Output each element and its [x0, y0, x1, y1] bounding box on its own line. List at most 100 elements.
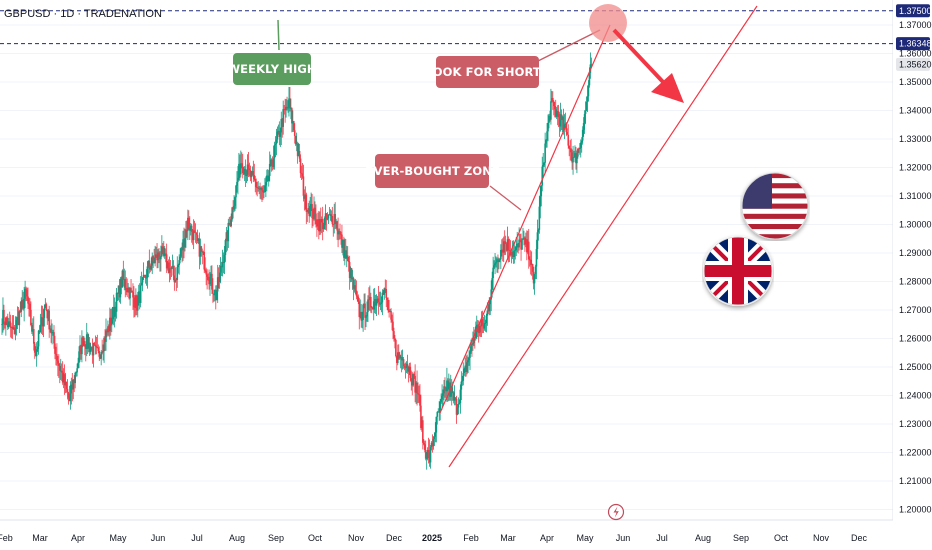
candle — [92, 342, 95, 368]
candle — [558, 111, 561, 137]
price-tick-label: 1.23000 — [899, 419, 932, 429]
candle — [408, 362, 411, 376]
price-axis[interactable]: 1.37000 1.36000 1.35000 1.34000 1.33000 1.320… — [893, 0, 932, 550]
price-tick-label: 1.27000 — [899, 305, 932, 315]
candle — [54, 335, 56, 360]
month-label: Mar — [500, 533, 516, 543]
candle — [73, 375, 76, 393]
candle — [284, 98, 286, 123]
candle — [178, 254, 180, 275]
candle — [258, 185, 260, 195]
candle — [466, 354, 468, 375]
candle — [552, 91, 554, 110]
candle — [129, 287, 131, 306]
candle — [467, 356, 469, 374]
candle — [398, 351, 401, 360]
price-tick-label: 1.22000 — [899, 448, 932, 458]
candle — [344, 238, 347, 259]
month-label: Nov — [348, 533, 365, 543]
candle — [386, 297, 388, 310]
candle — [458, 399, 461, 405]
candle — [201, 248, 204, 265]
candle — [246, 154, 249, 182]
candle — [160, 245, 162, 272]
candle — [436, 411, 439, 425]
candle — [148, 249, 151, 274]
price-tick-label: 1.32000 — [899, 163, 932, 173]
candle — [520, 233, 522, 261]
candle — [218, 265, 221, 289]
candle — [475, 315, 478, 340]
candle — [517, 242, 519, 254]
candle — [292, 110, 294, 132]
candle — [519, 233, 521, 243]
candle — [341, 224, 343, 254]
candle — [223, 245, 226, 274]
candle — [270, 158, 273, 172]
candle — [103, 336, 105, 363]
candle — [5, 317, 7, 336]
candle — [14, 316, 17, 341]
price-tag-level-2: 1.36348 — [899, 39, 932, 49]
candle — [259, 182, 261, 199]
candle — [214, 289, 216, 302]
candle — [204, 257, 206, 273]
lightning-icon[interactable] — [607, 503, 625, 521]
candle — [55, 346, 57, 366]
time-axis[interactable]: Feb Mar Apr May Jun Jul Aug Sep Oct Nov Dec 2025 Feb… — [0, 533, 867, 543]
candle — [261, 186, 263, 202]
candle — [485, 313, 488, 333]
candle — [464, 357, 467, 377]
candle — [272, 145, 275, 170]
candle — [367, 295, 369, 322]
price-tick-label: 1.25000 — [899, 362, 932, 372]
candle — [136, 294, 138, 316]
upper-channel-line[interactable] — [439, 24, 611, 414]
candle — [76, 363, 78, 377]
candle — [77, 357, 79, 369]
candle — [265, 176, 267, 198]
candle — [64, 372, 67, 394]
candle — [199, 238, 202, 265]
candle — [169, 260, 172, 280]
candle — [256, 181, 258, 197]
price-tick-label: 1.26000 — [899, 334, 932, 344]
candle — [40, 305, 43, 334]
candle — [94, 335, 97, 355]
candle — [267, 170, 270, 187]
candle — [400, 350, 403, 373]
candle — [215, 285, 218, 301]
candle — [163, 245, 166, 259]
candle — [361, 311, 363, 329]
candle — [283, 105, 285, 115]
candle — [264, 178, 266, 193]
candle — [16, 306, 19, 330]
candle — [262, 185, 264, 200]
candle — [528, 256, 531, 267]
lower-channel-line[interactable] — [448, 5, 758, 468]
candle — [229, 216, 232, 227]
candle — [299, 154, 302, 178]
candle — [574, 145, 576, 163]
candle — [545, 139, 547, 148]
candle — [426, 447, 429, 461]
price-tick-label: 1.31000 — [899, 191, 932, 201]
candle — [524, 236, 526, 252]
over-bought-pointer — [489, 185, 522, 211]
price-tick-label: 1.21000 — [899, 476, 932, 486]
candle — [266, 169, 269, 182]
candle — [526, 230, 528, 261]
candle — [12, 315, 15, 330]
candle — [181, 242, 183, 263]
candle — [362, 303, 364, 332]
candle — [320, 216, 323, 233]
candle — [350, 267, 353, 283]
candle — [456, 403, 459, 416]
month-label: Oct — [774, 533, 789, 543]
candle — [561, 115, 564, 133]
candle — [586, 85, 589, 113]
candle — [121, 269, 124, 288]
candle — [434, 422, 437, 443]
candle — [563, 114, 566, 140]
